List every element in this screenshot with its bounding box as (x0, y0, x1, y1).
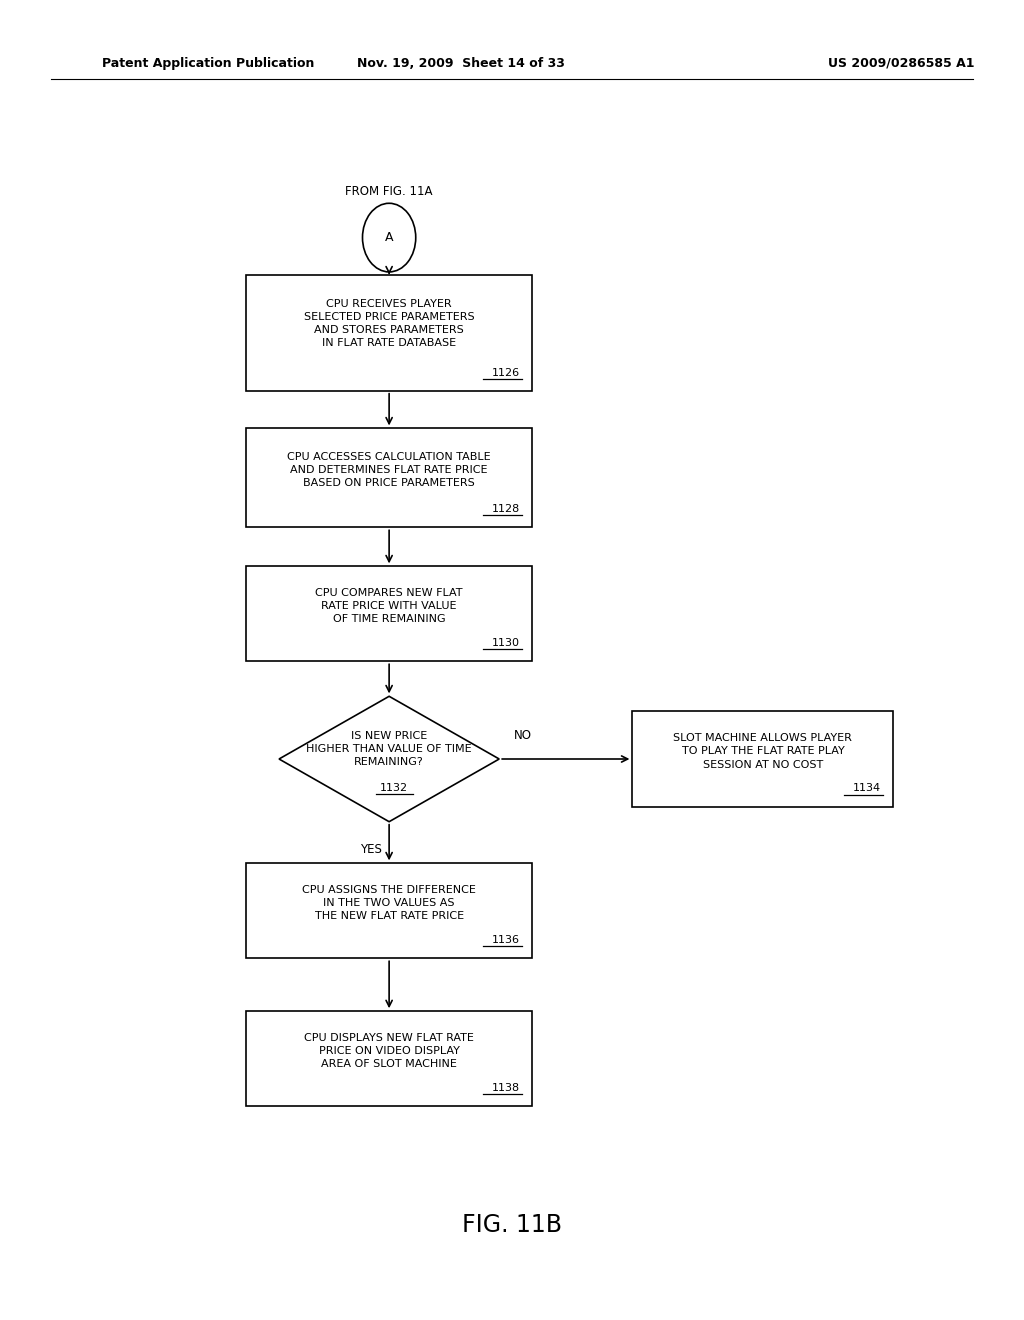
Text: 1130: 1130 (493, 638, 520, 648)
Text: 1134: 1134 (853, 783, 881, 793)
Text: US 2009/0286585 A1: US 2009/0286585 A1 (827, 57, 975, 70)
Text: 1126: 1126 (493, 367, 520, 378)
Polygon shape (246, 1011, 532, 1106)
Polygon shape (632, 711, 893, 807)
Text: FROM FIG. 11A: FROM FIG. 11A (345, 185, 433, 198)
Text: 1138: 1138 (493, 1082, 520, 1093)
Text: 1136: 1136 (493, 935, 520, 945)
Text: Patent Application Publication: Patent Application Publication (102, 57, 314, 70)
Text: IS NEW PRICE
HIGHER THAN VALUE OF TIME
REMAINING?: IS NEW PRICE HIGHER THAN VALUE OF TIME R… (306, 731, 472, 767)
Text: YES: YES (359, 843, 382, 855)
Text: CPU COMPARES NEW FLAT
RATE PRICE WITH VALUE
OF TIME REMAINING: CPU COMPARES NEW FLAT RATE PRICE WITH VA… (315, 587, 463, 624)
Text: 1128: 1128 (492, 504, 520, 513)
Text: CPU ACCESSES CALCULATION TABLE
AND DETERMINES FLAT RATE PRICE
BASED ON PRICE PAR: CPU ACCESSES CALCULATION TABLE AND DETER… (288, 451, 490, 488)
Text: CPU RECEIVES PLAYER
SELECTED PRICE PARAMETERS
AND STORES PARAMETERS
IN FLAT RATE: CPU RECEIVES PLAYER SELECTED PRICE PARAM… (304, 298, 474, 348)
Polygon shape (246, 275, 532, 391)
Text: FIG. 11B: FIG. 11B (462, 1213, 562, 1237)
Text: NO: NO (513, 729, 531, 742)
Text: SLOT MACHINE ALLOWS PLAYER
TO PLAY THE FLAT RATE PLAY
SESSION AT NO COST: SLOT MACHINE ALLOWS PLAYER TO PLAY THE F… (674, 733, 852, 770)
Polygon shape (279, 697, 500, 821)
Polygon shape (246, 566, 532, 661)
Text: CPU ASSIGNS THE DIFFERENCE
IN THE TWO VALUES AS
THE NEW FLAT RATE PRICE: CPU ASSIGNS THE DIFFERENCE IN THE TWO VA… (302, 884, 476, 921)
Polygon shape (246, 428, 532, 527)
Text: Nov. 19, 2009  Sheet 14 of 33: Nov. 19, 2009 Sheet 14 of 33 (356, 57, 565, 70)
Polygon shape (246, 863, 532, 958)
Text: A: A (385, 231, 393, 244)
Text: CPU DISPLAYS NEW FLAT RATE
PRICE ON VIDEO DISPLAY
AREA OF SLOT MACHINE: CPU DISPLAYS NEW FLAT RATE PRICE ON VIDE… (304, 1032, 474, 1069)
Text: 1132: 1132 (380, 783, 409, 792)
